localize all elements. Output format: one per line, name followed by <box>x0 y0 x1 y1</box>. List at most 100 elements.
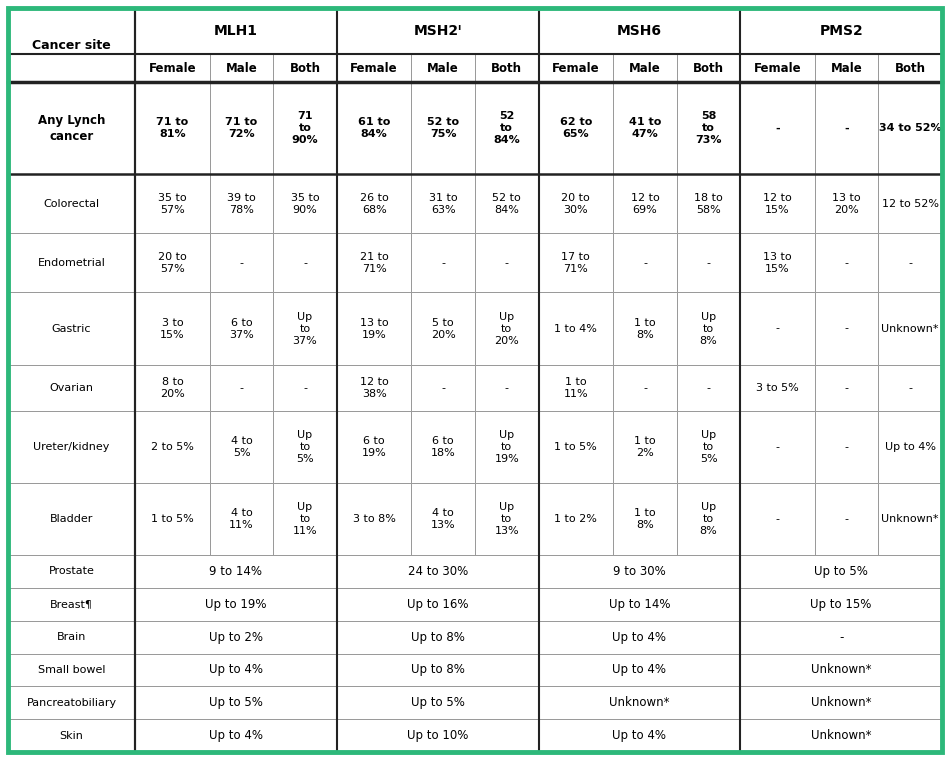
Text: -: - <box>845 324 848 334</box>
Text: MSH6: MSH6 <box>617 24 662 38</box>
Bar <box>411 483 475 555</box>
Bar <box>135 293 210 365</box>
Text: Brain: Brain <box>57 632 86 642</box>
Text: -: - <box>775 123 780 133</box>
Bar <box>475 174 539 233</box>
Bar <box>8 82 135 174</box>
Bar <box>210 365 274 410</box>
Text: Ovarian: Ovarian <box>49 382 93 393</box>
Text: 71 to
72%: 71 to 72% <box>225 117 257 139</box>
Bar <box>8 365 135 410</box>
Text: 52 to
75%: 52 to 75% <box>428 117 459 139</box>
Text: Up to 8%: Up to 8% <box>410 631 465 644</box>
Text: Unknown*: Unknown* <box>882 324 939 334</box>
Text: -: - <box>908 258 912 268</box>
Bar <box>676 483 740 555</box>
Text: Breast¶: Breast¶ <box>50 600 93 610</box>
Bar <box>8 719 135 752</box>
Bar <box>879 293 942 365</box>
Text: 71 to
81%: 71 to 81% <box>156 117 188 139</box>
Bar <box>135 588 336 621</box>
Bar <box>539 588 740 621</box>
Text: 2 to 5%: 2 to 5% <box>151 442 194 451</box>
Text: Up to 4%: Up to 4% <box>613 663 666 676</box>
Bar <box>740 588 942 621</box>
Text: Up
to
5%: Up to 5% <box>296 429 314 464</box>
Text: Unknown*: Unknown* <box>811 729 871 742</box>
Bar <box>135 82 210 174</box>
Text: -: - <box>504 382 509 393</box>
Bar <box>815 483 879 555</box>
Text: Ureter/kidney: Ureter/kidney <box>33 442 109 451</box>
Text: -: - <box>643 382 647 393</box>
Bar <box>8 410 135 483</box>
Bar <box>210 82 274 174</box>
Bar <box>614 82 676 174</box>
Text: 4 to
13%: 4 to 13% <box>431 508 456 530</box>
Text: 1 to 5%: 1 to 5% <box>555 442 598 451</box>
Bar <box>539 621 740 654</box>
Text: 34 to 52%: 34 to 52% <box>879 123 941 133</box>
Bar <box>274 365 336 410</box>
Bar <box>614 174 676 233</box>
Text: 18 to
58%: 18 to 58% <box>694 193 723 215</box>
Text: -: - <box>845 258 848 268</box>
Text: Up to 5%: Up to 5% <box>410 696 465 709</box>
Text: Endometrial: Endometrial <box>38 258 105 268</box>
Bar <box>336 654 539 686</box>
Text: 13 to
15%: 13 to 15% <box>763 252 792 274</box>
Text: 20 to
57%: 20 to 57% <box>158 252 187 274</box>
Text: -: - <box>707 258 711 268</box>
Text: Small bowel: Small bowel <box>38 665 105 675</box>
Bar <box>135 233 210 293</box>
Text: 3 to 5%: 3 to 5% <box>756 382 799 393</box>
Bar <box>411 233 475 293</box>
Bar <box>614 483 676 555</box>
Bar <box>135 8 336 54</box>
Bar <box>8 555 135 588</box>
Text: Unknown*: Unknown* <box>811 663 871 676</box>
Bar <box>740 719 942 752</box>
Text: Any Lynch
cancer: Any Lynch cancer <box>38 114 105 143</box>
Bar <box>740 8 942 54</box>
Bar <box>740 621 942 654</box>
Text: 35 to
90%: 35 to 90% <box>291 193 319 215</box>
Text: Cancer site: Cancer site <box>32 39 111 52</box>
Bar <box>274 82 336 174</box>
Text: Up to 5%: Up to 5% <box>814 565 868 578</box>
Bar <box>539 365 614 410</box>
Bar <box>815 365 879 410</box>
Text: Up
to
13%: Up to 13% <box>494 502 519 536</box>
Text: Both: Both <box>491 62 523 74</box>
Text: Colorectal: Colorectal <box>44 199 100 209</box>
Text: -: - <box>845 123 849 133</box>
Bar <box>815 174 879 233</box>
Bar <box>135 719 336 752</box>
Text: Both: Both <box>290 62 320 74</box>
Bar <box>135 365 210 410</box>
Text: -: - <box>775 514 780 524</box>
Bar <box>539 719 740 752</box>
Bar <box>614 233 676 293</box>
Bar <box>475 82 539 174</box>
Text: Female: Female <box>351 62 398 74</box>
Bar <box>336 686 539 719</box>
Bar <box>8 293 135 365</box>
Text: 1 to 4%: 1 to 4% <box>555 324 598 334</box>
Text: 9 to 30%: 9 to 30% <box>613 565 666 578</box>
Text: 3 to
15%: 3 to 15% <box>160 318 184 340</box>
Bar <box>475 293 539 365</box>
Bar <box>336 365 411 410</box>
Text: Pancreatobiliary: Pancreatobiliary <box>27 698 117 708</box>
Bar <box>879 174 942 233</box>
Text: Up to 4%: Up to 4% <box>209 663 263 676</box>
Bar <box>879 483 942 555</box>
Text: -: - <box>845 442 848 451</box>
Text: Up to 15%: Up to 15% <box>810 598 872 611</box>
Bar <box>475 483 539 555</box>
Bar <box>676 54 740 82</box>
Bar <box>740 82 815 174</box>
Bar <box>475 410 539 483</box>
Text: Up to 4%: Up to 4% <box>884 442 936 451</box>
Bar <box>879 233 942 293</box>
